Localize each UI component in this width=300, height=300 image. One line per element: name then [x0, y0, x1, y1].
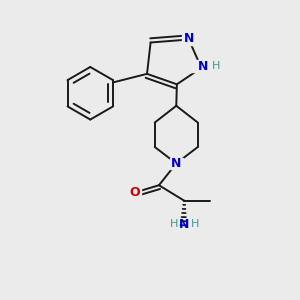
- Text: H: H: [169, 219, 178, 230]
- Bar: [170, 158, 182, 169]
- Text: H: H: [190, 219, 199, 230]
- Text: N: N: [184, 32, 194, 44]
- Bar: [169, 219, 198, 231]
- Text: N: N: [171, 157, 181, 170]
- Text: H: H: [212, 61, 220, 71]
- Text: N: N: [179, 218, 190, 231]
- Text: N: N: [198, 60, 208, 73]
- Text: O: O: [130, 186, 140, 199]
- Bar: [189, 60, 214, 72]
- Bar: [129, 187, 141, 198]
- Bar: [182, 34, 196, 45]
